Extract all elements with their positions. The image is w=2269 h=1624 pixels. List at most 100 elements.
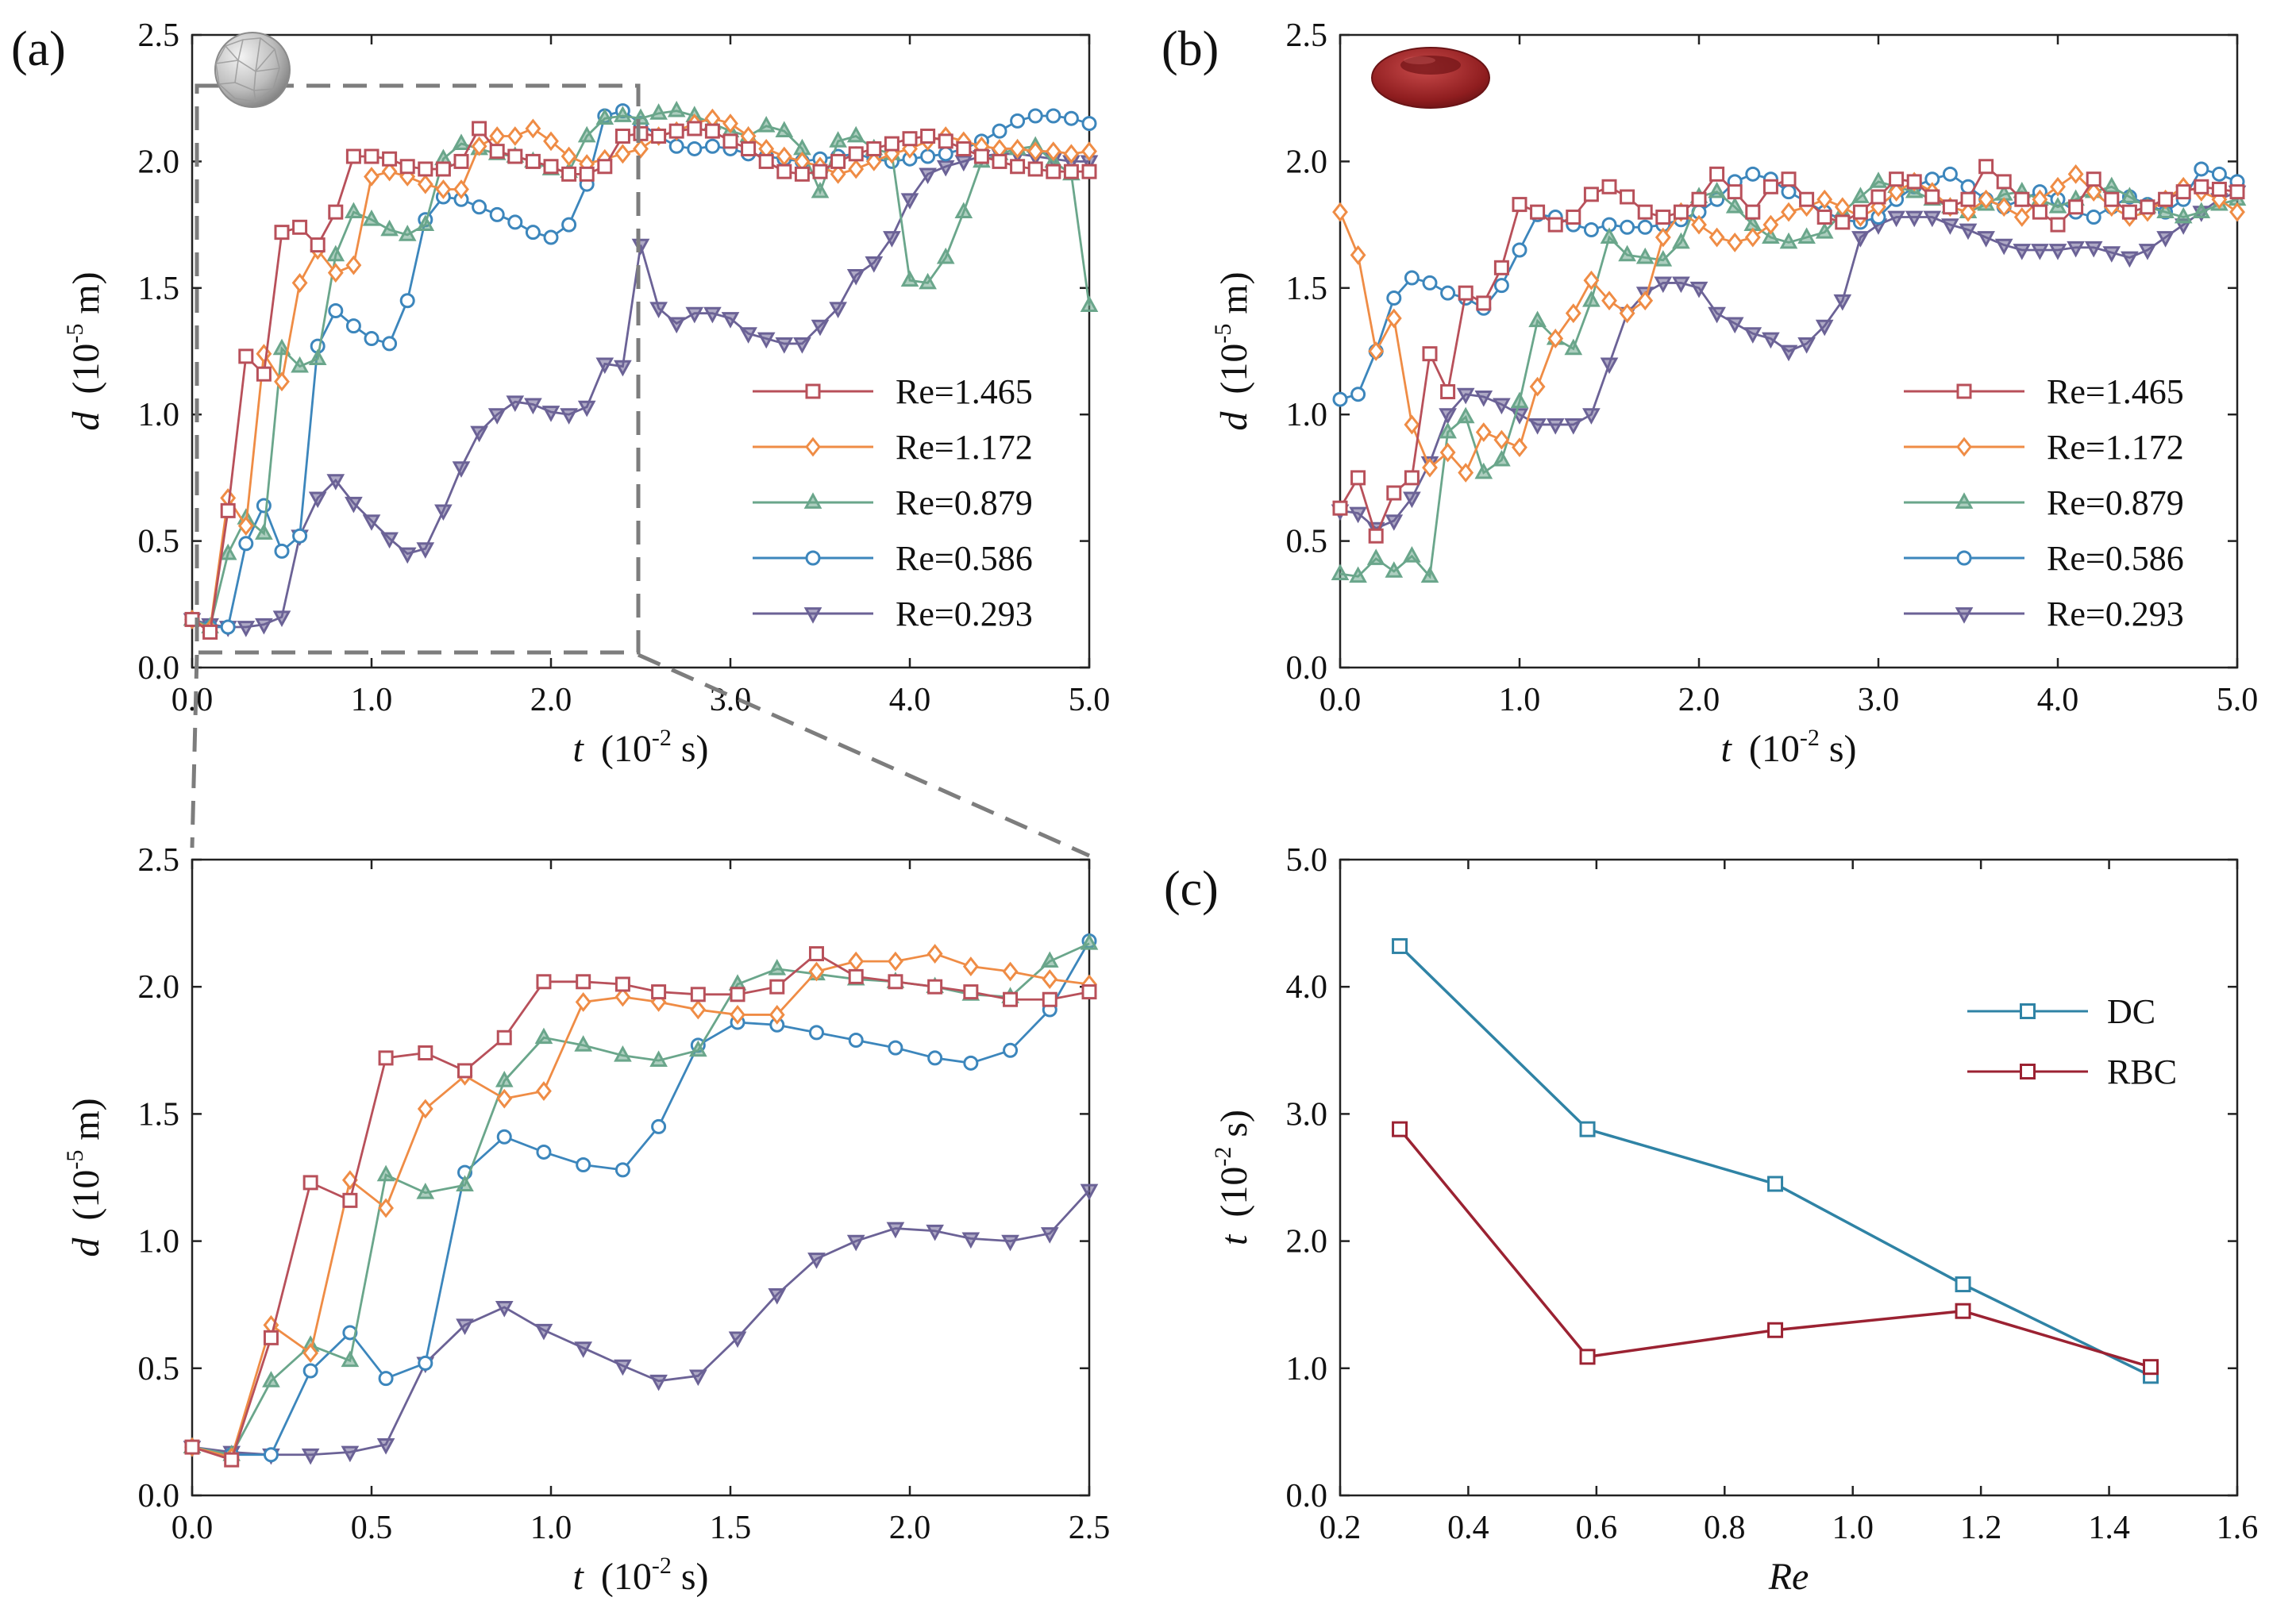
data-point-re-0-879	[1869, 171, 1888, 188]
data-point-re-0-586	[1781, 184, 1797, 200]
data-point-re-0-293	[961, 1232, 980, 1249]
data-point-re-0-586	[927, 1050, 943, 1066]
data-point-re-0-879	[667, 100, 686, 117]
data-point-re-1-172	[507, 126, 523, 146]
x-tick-label: 1.0	[1499, 682, 1541, 718]
y-tick-label: 0.0	[138, 650, 180, 687]
y-axis-unit: (10	[1213, 344, 1255, 394]
data-point-re-0-293	[728, 1331, 747, 1349]
data-point-re-0-293	[2138, 244, 2157, 260]
legend-label: Re=0.879	[2047, 483, 2184, 522]
data-point-re-1-465	[489, 144, 505, 160]
x-tick-label: 1.0	[1832, 1510, 1874, 1546]
x-axis-variable: t	[1721, 728, 1733, 770]
data-point-re-0-293	[1689, 281, 1708, 298]
y-axis-label: d (10-5 m)	[62, 271, 107, 430]
data-point-re-0-586	[1512, 242, 1527, 258]
data-point-re-0-293	[577, 400, 596, 418]
data-point-re-1-172	[1691, 214, 1707, 235]
data-point-re-0-586	[848, 1032, 864, 1048]
panel-a-zoom-chart: 0.0 0.5 1.0 1.5 2.0 2.5 0.0 0.5 1.0 1.5 2.0 2.5 t (10…	[62, 842, 1110, 1598]
x-tick-label: 1.0	[530, 1510, 572, 1546]
data-point-re-1-465	[2140, 199, 2155, 215]
y-tick-label: 0.5	[1286, 524, 1328, 560]
data-point-re-0-586	[382, 336, 398, 352]
zoom-region-box	[195, 83, 641, 655]
data-point-re-0-879	[614, 106, 632, 122]
data-point-re-1-172	[1368, 341, 1385, 361]
data-point-re-1-172	[887, 951, 903, 972]
data-point-re-0-879	[614, 1045, 632, 1062]
data-point-re-1-172	[1888, 182, 1905, 202]
data-point-re-1-465	[1458, 285, 1474, 301]
data-point-re-1-465	[543, 159, 559, 175]
x-tick-label: 4.0	[889, 682, 931, 718]
x-tick-label: 2.0	[889, 1510, 931, 1546]
x-axis-label: t (10-2 s)	[1721, 725, 1857, 770]
data-point-re-0-293	[1439, 408, 1457, 425]
panel-c-chart: 0.2 0.4 0.6 0.8 1.0 1.2 1.4 1.6 0.0 1.0 2.0 3.0 4.0 5…	[1210, 842, 2258, 1598]
data-point-re-1-465	[579, 166, 595, 182]
data-point-re-0-586	[808, 1025, 824, 1041]
data-point-re-0-879	[416, 1183, 435, 1199]
data-point-re-0-293	[1743, 327, 1762, 344]
x-tick-label: 0.6	[1576, 1510, 1618, 1546]
data-point-re-1-465	[292, 219, 308, 235]
legend-entry-re-0-879: Re=0.879	[753, 483, 1033, 522]
data-point-re-0-293	[631, 238, 650, 256]
data-point-re-0-879	[2121, 187, 2139, 203]
data-point-re-1-465	[399, 159, 415, 175]
data-point-re-1-465	[973, 148, 989, 164]
legend-entry-re-1-172: Re=1.172	[753, 428, 1033, 467]
data-point-re-1-172	[1727, 233, 1743, 252]
data-point-re-1-465	[561, 166, 577, 182]
x-tick-label: 2.0	[530, 682, 572, 718]
data-point-re-0-293	[2031, 244, 2049, 260]
x-tick-label: 2.0	[1678, 682, 1720, 718]
x-tick-label: 0.0	[1319, 682, 1362, 718]
data-point-re-0-879	[829, 131, 847, 148]
legend-entry-dc: DC	[1967, 992, 2155, 1031]
data-point-re-1-465	[1637, 204, 1653, 220]
data-point-dc	[1767, 1176, 1784, 1192]
data-point-re-0-586	[687, 140, 703, 156]
data-point-re-0-879	[900, 270, 919, 287]
data-point-re-1-465	[2050, 217, 2066, 233]
data-point-re-0-293	[829, 302, 847, 319]
x-tick-label: 0.0	[171, 1510, 214, 1546]
data-point-re-0-293	[1762, 332, 1780, 349]
data-point-re-1-172	[1619, 303, 1635, 324]
data-point-re-1-172	[1960, 202, 1976, 222]
data-point-re-1-172	[1045, 141, 1061, 162]
data-point-re-0-293	[456, 1318, 474, 1336]
data-point-re-1-465	[1601, 179, 1617, 194]
series-re-1-172	[184, 944, 1097, 1468]
data-point-re-0-586	[920, 148, 936, 164]
panel-b-chart: 0.0 1.0 2.0 3.0 4.0 5.0 0.0 0.5 1.0 1.5 2.0 2.5 t (10…	[1210, 17, 2258, 770]
y-tick-label: 1.0	[138, 1224, 180, 1260]
y-axis-unit: (10	[65, 1170, 107, 1221]
data-point-re-1-465	[769, 979, 785, 995]
data-point-re-1-172	[381, 161, 398, 182]
data-point-re-1-465	[776, 164, 792, 179]
y-tick-label: 1.5	[138, 1096, 180, 1133]
data-point-re-1-465	[2229, 184, 2245, 200]
data-point-re-0-293	[865, 256, 884, 273]
data-point-re-0-586	[938, 146, 953, 162]
data-point-re-0-293	[1385, 514, 1404, 531]
data-point-re-0-879	[1420, 566, 1439, 583]
data-point-re-0-879	[1040, 951, 1059, 968]
data-point-re-0-293	[936, 160, 955, 177]
zoom-indicator	[190, 83, 1091, 858]
legend-label: Re=0.293	[2047, 595, 2184, 633]
y-axis-variable: t	[1213, 1233, 1255, 1245]
legend-marker	[1956, 437, 1972, 457]
data-point-re-1-465	[472, 121, 487, 137]
data-point-re-0-586	[651, 1118, 667, 1134]
data-point-re-1-172	[1708, 227, 1725, 248]
legend-label: DC	[2107, 992, 2155, 1031]
data-point-re-1-465	[651, 129, 667, 144]
legend-entry-re-0-293: Re=0.293	[753, 595, 1033, 633]
data-point-re-0-293	[487, 408, 507, 425]
data-point-re-1-465	[992, 153, 1007, 169]
